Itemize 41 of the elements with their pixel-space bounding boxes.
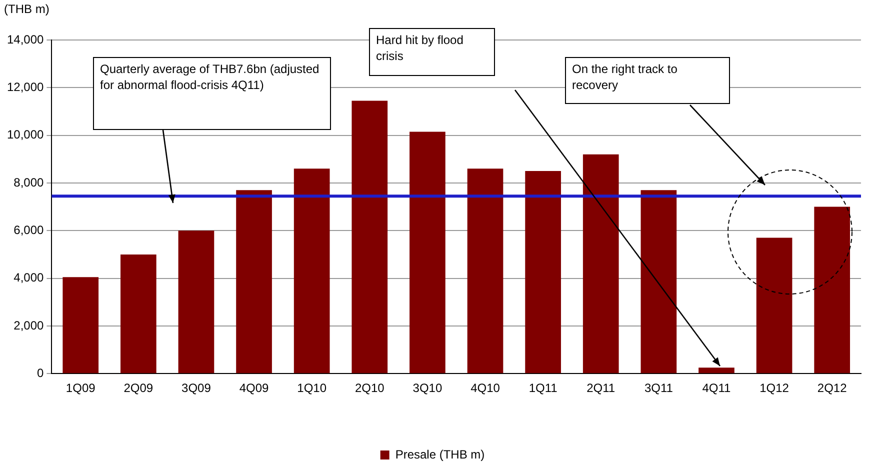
bar [178,230,214,374]
callout-box: On the right track to recovery [565,57,730,104]
y-tick-label: 4,000 [14,270,44,285]
callout-box: Hard hit by flood crisis [369,28,495,76]
bar [236,190,272,374]
x-tick-label: 4Q11 [702,381,732,396]
bar [698,368,734,374]
legend-label: Presale (THB m) [395,447,485,462]
bar [814,206,850,374]
x-tick-label: 1Q11 [528,381,558,396]
y-tick-label: 0 [37,366,44,380]
bar [467,168,504,374]
y-tick-label: 6,000 [14,222,44,237]
bar [62,277,99,374]
y-tick-label: 12,000 [7,80,44,94]
x-tick-label: 3Q09 [182,381,212,396]
x-tick-label: 2Q12 [817,381,848,396]
y-tick-label: 10,000 [7,128,44,142]
x-tick-label: 4Q09 [239,381,270,396]
y-axis-title: (THB m) [4,2,50,16]
x-tick-label: 2Q10 [354,381,385,396]
x-tick-label: 1Q09 [66,381,96,396]
x-tick-label: 1Q10 [297,381,327,396]
bar [352,100,388,374]
bar [294,168,330,374]
y-tick-label: 14,000 [7,32,44,46]
callout-box: Quarterly average of THB7.6bn (adjusted for abnormal flood-crisis 4Q11) [93,57,331,130]
bar [120,254,156,374]
y-tick-label: 2,000 [14,318,44,332]
x-tick-label: 4Q10 [470,381,500,396]
bar [410,132,446,374]
x-tick-label: 3Q11 [644,381,674,396]
bar [756,238,792,374]
x-tick-label: 2Q09 [124,381,154,396]
x-tick-label: 1Q12 [760,381,790,396]
y-tick-label: 8,000 [14,175,44,190]
bar [640,190,677,374]
x-tick-label: 2Q11 [586,381,616,396]
x-tick-label: 3Q10 [412,381,442,396]
bar [582,154,619,374]
bar [525,171,561,374]
